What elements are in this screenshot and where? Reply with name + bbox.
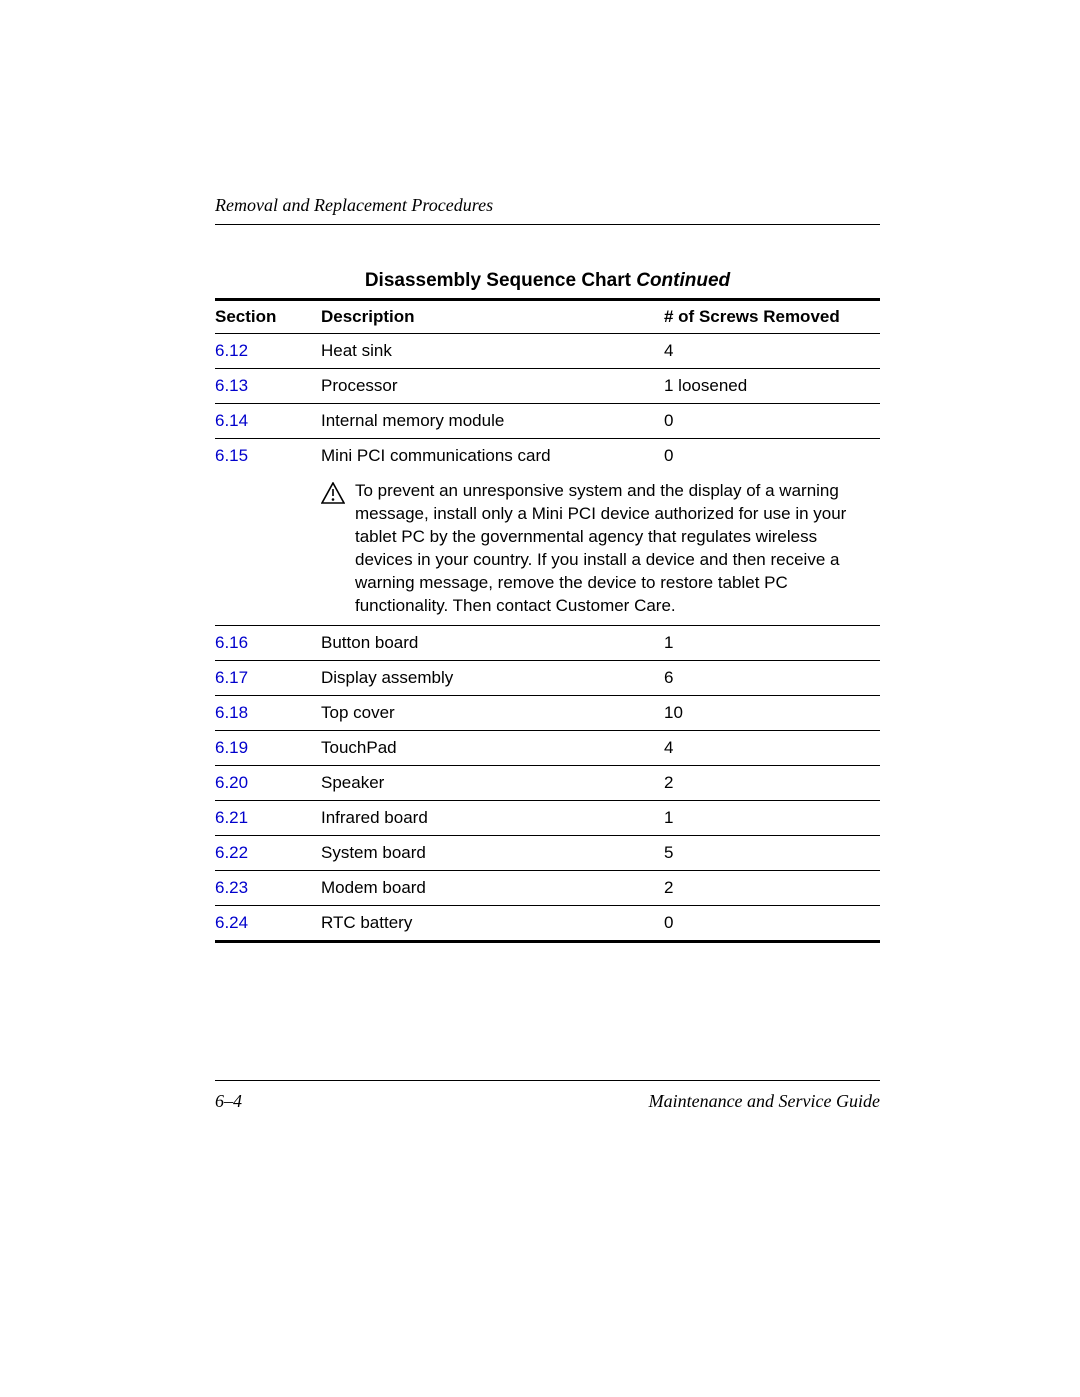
header-rule bbox=[215, 224, 880, 225]
screws-cell: 4 bbox=[664, 730, 880, 765]
screws-cell: 0 bbox=[664, 905, 880, 940]
table-row: 6.21 Infrared board1 bbox=[215, 800, 880, 835]
table-bottom-rule bbox=[215, 940, 880, 943]
description-cell: Mini PCI communications card bbox=[321, 439, 664, 474]
col-header-description: Description bbox=[321, 301, 664, 334]
footer-rule bbox=[215, 1080, 880, 1081]
description-cell: Internal memory module bbox=[321, 404, 664, 439]
table-row: 6.24 RTC battery0 bbox=[215, 905, 880, 940]
section-link[interactable]: 6.13 bbox=[215, 376, 248, 395]
description-cell: Infrared board bbox=[321, 800, 664, 835]
warning-icon-wrap bbox=[321, 482, 345, 509]
table-row: 6.23 Modem board2 bbox=[215, 870, 880, 905]
table-row: 6.16 Button board1 bbox=[215, 625, 880, 660]
running-head: Removal and Replacement Procedures bbox=[215, 195, 880, 216]
screws-cell: 0 bbox=[664, 439, 880, 474]
table-row: 6.18 Top cover10 bbox=[215, 695, 880, 730]
empty-cell bbox=[215, 473, 321, 625]
section-link[interactable]: 6.24 bbox=[215, 913, 248, 932]
chart-title-continued: Continued bbox=[631, 270, 730, 291]
screws-cell: 0 bbox=[664, 404, 880, 439]
disassembly-table: Section Description # of Screws Removed … bbox=[215, 301, 880, 940]
page-number: 6–4 bbox=[215, 1091, 242, 1112]
chart-title: Disassembly Sequence Chart Continued bbox=[215, 270, 880, 292]
table-row: 6.17 Display assembly6 bbox=[215, 660, 880, 695]
description-cell: System board bbox=[321, 835, 664, 870]
section-link[interactable]: 6.20 bbox=[215, 773, 248, 792]
section-link[interactable]: 6.17 bbox=[215, 668, 248, 687]
screws-cell: 2 bbox=[664, 765, 880, 800]
description-cell: RTC battery bbox=[321, 905, 664, 940]
table-row: 6.22 System board5 bbox=[215, 835, 880, 870]
section-link[interactable]: 6.23 bbox=[215, 878, 248, 897]
section-link[interactable]: 6.12 bbox=[215, 341, 248, 360]
section-link[interactable]: 6.15 bbox=[215, 446, 248, 465]
page-footer: 6–4 Maintenance and Service Guide bbox=[215, 1080, 880, 1112]
section-link[interactable]: 6.22 bbox=[215, 843, 248, 862]
col-header-section: Section bbox=[215, 301, 321, 334]
table-row: 6.13 Processor1 loosened bbox=[215, 369, 880, 404]
screws-cell: 4 bbox=[664, 334, 880, 369]
warning-row: To prevent an unresponsive system and th… bbox=[215, 473, 880, 625]
chart-container: Disassembly Sequence Chart Continued Sec… bbox=[215, 270, 880, 943]
description-cell: Button board bbox=[321, 625, 664, 660]
section-link[interactable]: 6.19 bbox=[215, 738, 248, 757]
screws-cell: 1 loosened bbox=[664, 369, 880, 404]
description-cell: TouchPad bbox=[321, 730, 664, 765]
col-header-screws: # of Screws Removed bbox=[664, 301, 880, 334]
doc-title: Maintenance and Service Guide bbox=[649, 1091, 880, 1112]
table-row: 6.14 Internal memory module0 bbox=[215, 404, 880, 439]
table-row: 6.20 Speaker2 bbox=[215, 765, 880, 800]
section-link[interactable]: 6.16 bbox=[215, 633, 248, 652]
screws-cell: 10 bbox=[664, 695, 880, 730]
table-header-row: Section Description # of Screws Removed bbox=[215, 301, 880, 334]
description-cell: Display assembly bbox=[321, 660, 664, 695]
page: Removal and Replacement Procedures Disas… bbox=[0, 0, 1080, 1397]
description-cell: Modem board bbox=[321, 870, 664, 905]
section-link[interactable]: 6.18 bbox=[215, 703, 248, 722]
warning-text: To prevent an unresponsive system and th… bbox=[355, 480, 874, 618]
chart-title-main: Disassembly Sequence Chart bbox=[365, 270, 631, 291]
description-cell: Heat sink bbox=[321, 334, 664, 369]
warning-cell: To prevent an unresponsive system and th… bbox=[321, 473, 880, 625]
screws-cell: 1 bbox=[664, 625, 880, 660]
section-link[interactable]: 6.21 bbox=[215, 808, 248, 827]
screws-cell: 1 bbox=[664, 800, 880, 835]
description-cell: Processor bbox=[321, 369, 664, 404]
table-row: 6.15 Mini PCI communications card0 bbox=[215, 439, 880, 474]
description-cell: Top cover bbox=[321, 695, 664, 730]
section-link[interactable]: 6.14 bbox=[215, 411, 248, 430]
warning-icon bbox=[321, 482, 345, 504]
table-row: 6.19 TouchPad4 bbox=[215, 730, 880, 765]
description-cell: Speaker bbox=[321, 765, 664, 800]
screws-cell: 6 bbox=[664, 660, 880, 695]
screws-cell: 2 bbox=[664, 870, 880, 905]
table-row: 6.12 Heat sink4 bbox=[215, 334, 880, 369]
screws-cell: 5 bbox=[664, 835, 880, 870]
